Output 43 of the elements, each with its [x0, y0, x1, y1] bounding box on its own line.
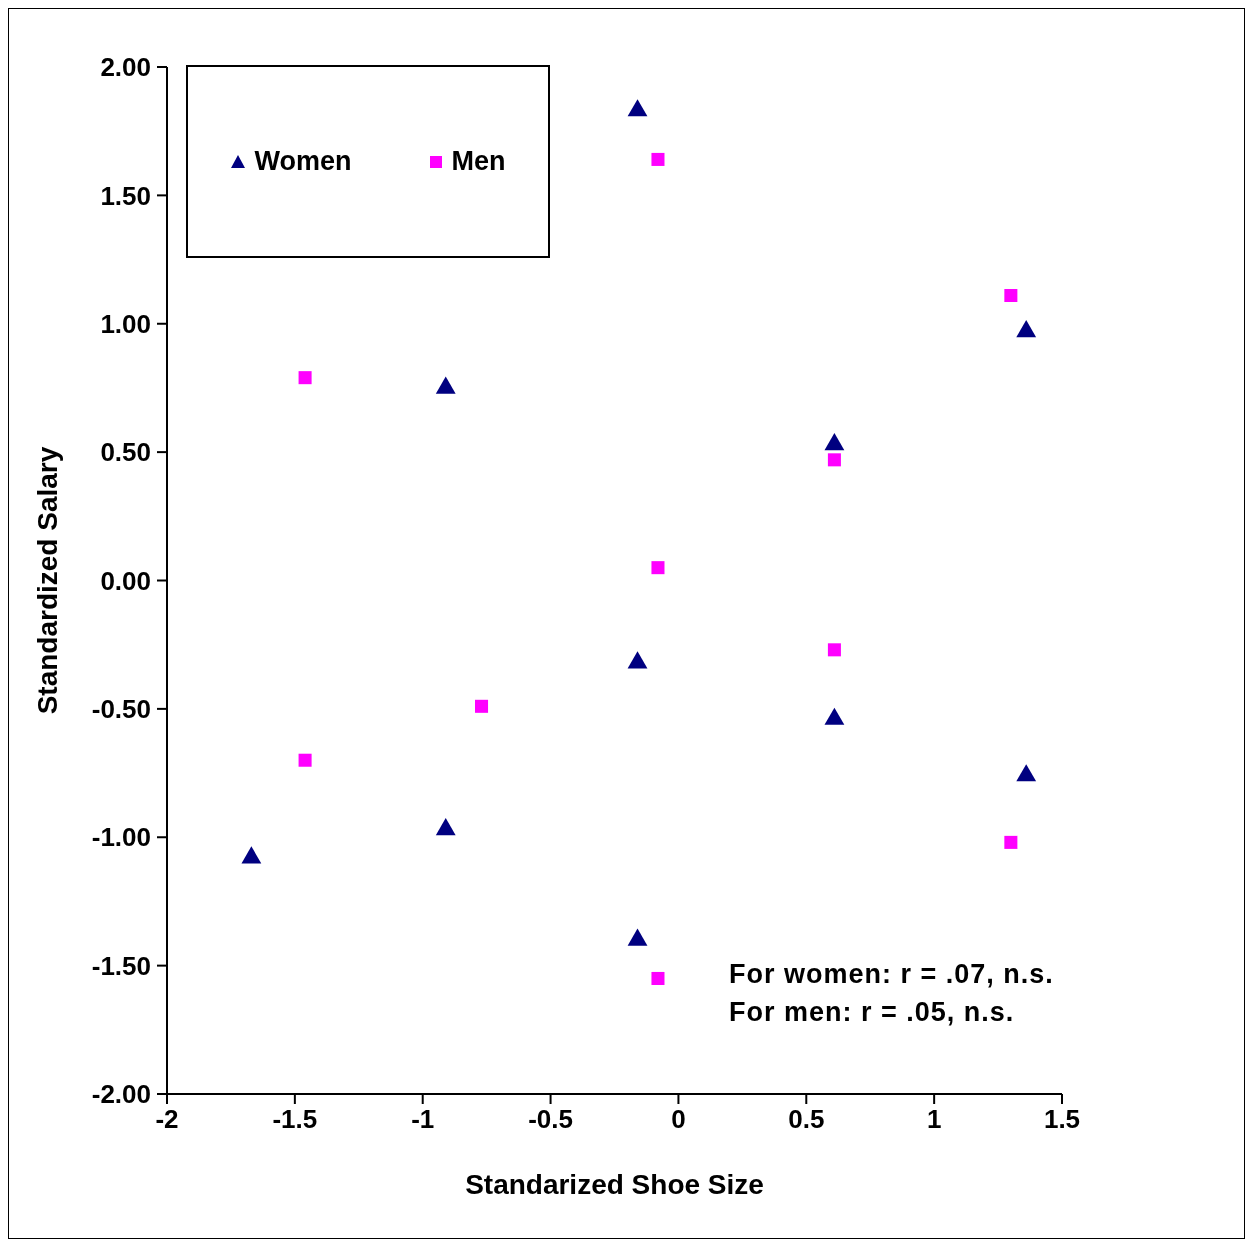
- x-tick-label: -1.5: [272, 1104, 318, 1135]
- annotation: For men: r = .05, n.s.: [729, 996, 1016, 1029]
- point: [627, 99, 648, 117]
- annotation: For women: r = .07, n.s.: [729, 958, 1054, 991]
- x-tick-label: 1: [926, 1104, 942, 1135]
- point: [651, 971, 665, 985]
- x-tick-label: -2: [155, 1104, 179, 1135]
- y-tick-label: 1.50: [100, 180, 151, 211]
- y-tick-label: 0.00: [100, 565, 151, 596]
- y-tick-label: 1.00: [100, 308, 151, 339]
- point: [824, 707, 845, 725]
- legend-label: Men: [451, 146, 506, 177]
- y-tick-label: 0.50: [100, 437, 151, 468]
- point: [241, 846, 262, 864]
- y-tick-label: 2.00: [100, 52, 151, 83]
- point: [627, 928, 648, 946]
- y-tick-label: -1.00: [91, 822, 151, 853]
- y-tick-label: -0.50: [91, 694, 151, 725]
- point: [651, 152, 665, 166]
- y-tick-label: -2.00: [91, 1079, 151, 1110]
- point: [475, 699, 489, 713]
- point: [824, 432, 845, 451]
- point: [627, 651, 648, 669]
- x-tick-label: -0.5: [528, 1104, 573, 1135]
- point: [435, 376, 456, 394]
- point: [1004, 835, 1018, 849]
- point: [651, 561, 665, 575]
- point: [827, 453, 841, 467]
- point: [1004, 288, 1018, 303]
- y-tick-label: -1.50: [91, 950, 151, 981]
- point: [298, 753, 312, 767]
- y-axis-title: Standardized Salary: [31, 446, 63, 715]
- point: [827, 643, 841, 657]
- point: [298, 371, 312, 385]
- point: [1016, 764, 1037, 782]
- x-tick-label: 1.5: [1043, 1104, 1081, 1135]
- x-tick-label: 0: [671, 1104, 686, 1135]
- point: [1016, 320, 1037, 338]
- x-tick-label: -1: [411, 1104, 435, 1135]
- point: [435, 818, 456, 836]
- x-axis-title: Standarized Shoe Size: [465, 1169, 764, 1200]
- x-tick-label: 0.5: [788, 1104, 825, 1135]
- legend-label: Women: [254, 146, 352, 177]
